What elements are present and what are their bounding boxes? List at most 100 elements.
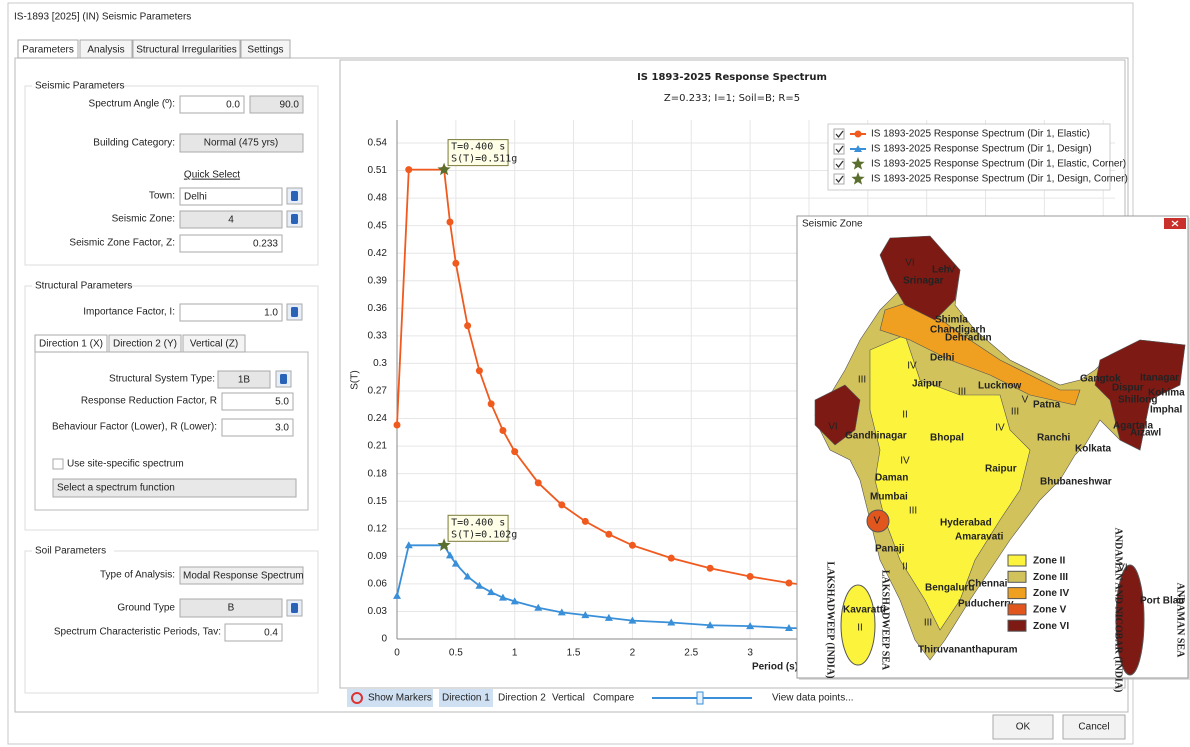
city-label: Kolkata: [1075, 444, 1112, 455]
map-region: [869, 334, 1031, 631]
city-label: Chennai: [968, 579, 1008, 590]
city-label: Hyderabad: [940, 518, 992, 529]
data-point: [499, 426, 507, 434]
legend-checkbox[interactable]: [833, 128, 845, 140]
button[interactable]: [179, 598, 283, 618]
map-region: [840, 584, 876, 666]
y-tick-label: 0.45: [368, 220, 388, 231]
field-value: 5.0: [275, 397, 289, 408]
city-label: Patna: [1033, 400, 1061, 411]
checkbox-label: Use site-specific spectrum: [67, 459, 184, 470]
sub-tab[interactable]: [34, 334, 108, 353]
chart-title: IS 1893-2025 Response Spectrum: [637, 72, 827, 83]
legend-label: IS 1893-2025 Response Spectrum (Dir 1, D…: [871, 174, 1128, 185]
legend-icon: [851, 172, 865, 185]
tab[interactable]: [240, 39, 291, 59]
field-value: 90.0: [280, 100, 300, 111]
y-tick-label: 0.36: [368, 303, 388, 314]
legend-checkbox[interactable]: [833, 158, 845, 170]
sub-tab[interactable]: [182, 334, 246, 353]
input-box: [221, 392, 294, 411]
info-icon: [291, 191, 298, 201]
field-label: Structural System Type:: [109, 374, 215, 385]
y-axis-label: S(T): [350, 370, 361, 389]
sub-tab[interactable]: [108, 334, 182, 353]
zone-label: III: [909, 506, 917, 517]
checkbox[interactable]: [52, 458, 64, 470]
group-box: [24, 285, 319, 531]
data-point: [557, 608, 566, 616]
data-point: [511, 448, 519, 456]
combo-box[interactable]: [179, 566, 304, 585]
data-point: [628, 541, 636, 549]
y-tick-label: 0.03: [368, 606, 388, 617]
city-label: Delhi: [930, 353, 955, 364]
heading-bg: [32, 544, 114, 558]
tab[interactable]: [17, 39, 79, 59]
toolbar-button[interactable]: Show Markers: [368, 693, 432, 704]
map-legend-label: Zone II: [1033, 556, 1065, 567]
data-point: [604, 613, 613, 621]
toolbar-button[interactable]: Direction 1: [442, 693, 490, 704]
data-point: [498, 593, 507, 601]
map-legend-label: Zone VI: [1033, 621, 1069, 632]
toolbar-button[interactable]: Vertical: [552, 693, 585, 704]
city-label: Kavaratti: [843, 605, 886, 616]
city-label: Ranchi: [1037, 433, 1071, 444]
y-tick-label: 0.42: [368, 248, 388, 259]
city-label: Jaipur: [912, 379, 942, 390]
combo-box[interactable]: [179, 187, 283, 206]
group-heading: Seismic Parameters: [35, 81, 124, 92]
y-tick-label: 0.27: [368, 386, 388, 397]
combo-box[interactable]: [52, 478, 297, 498]
slider-thumb[interactable]: [696, 691, 704, 705]
zone-label: II: [857, 623, 863, 634]
x-tick-label: 0.5: [449, 648, 463, 659]
x-tick-label: 2: [630, 648, 636, 659]
toolbar-button[interactable]: Direction 2: [498, 693, 546, 704]
data-point: [510, 597, 519, 605]
heading-bg: [32, 79, 114, 93]
field-label: Spectrum Angle (º):: [89, 99, 175, 110]
group-box: [24, 85, 319, 266]
toolbar-button[interactable]: View data points...: [772, 693, 854, 704]
data-point: [475, 367, 483, 375]
button[interactable]: [179, 133, 304, 153]
legend-label: IS 1893-2025 Response Spectrum (Dir 1, E…: [871, 159, 1126, 170]
cancel-button[interactable]: [1062, 714, 1126, 740]
map-legend-label: Zone V: [1033, 605, 1067, 616]
close-icon: [1171, 220, 1179, 227]
legend-checkbox[interactable]: [833, 143, 845, 155]
x-tick-label: 2.5: [684, 648, 698, 659]
city-label: Dispur: [1112, 383, 1144, 394]
toolbar-button[interactable]: Compare: [593, 693, 635, 704]
zone-label: II: [902, 562, 908, 573]
data-point: [581, 611, 590, 619]
data-point: [628, 616, 637, 624]
zone-label: V: [874, 516, 881, 527]
field-label: Type of Analysis:: [100, 570, 175, 581]
data-point: [534, 479, 542, 487]
region-label: ANDAMAN AND NICOBAR (INDIA): [1113, 528, 1124, 693]
legend-icon: [851, 157, 865, 170]
input-box: [221, 418, 294, 437]
annotation-text: S(T)=0.511g: [451, 154, 517, 165]
x-tick-label: 1.5: [567, 648, 581, 659]
legend-checkbox[interactable]: [833, 173, 845, 185]
zone-label: IV: [900, 456, 910, 467]
tab[interactable]: [79, 39, 133, 59]
data-point: [706, 621, 715, 629]
y-tick-label: 0.39: [368, 275, 388, 286]
city-label: Lucknow: [978, 381, 1022, 392]
legend-swatch: [1007, 603, 1027, 616]
legend-icon: [854, 130, 862, 138]
tab[interactable]: [132, 39, 241, 59]
y-tick-label: 0.54: [368, 138, 388, 149]
input-box: [224, 623, 283, 642]
data-point: [746, 573, 754, 581]
city-label: Itanagar: [1140, 373, 1179, 384]
data-point: [605, 530, 613, 538]
ok-button[interactable]: [992, 714, 1054, 740]
